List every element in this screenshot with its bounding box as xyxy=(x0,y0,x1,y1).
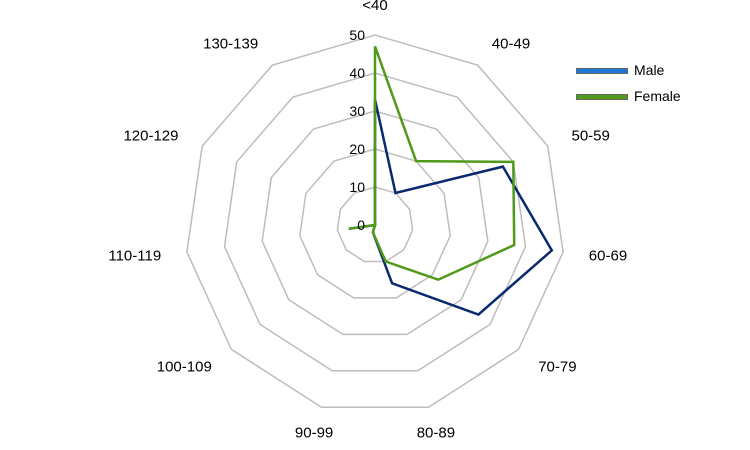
category-label-6: 90-99 xyxy=(295,424,333,441)
category-label-9: 120-129 xyxy=(123,127,178,144)
grid-ring-40 xyxy=(223,72,527,372)
radar-grid xyxy=(186,34,564,409)
radial-tick-labels: 0 10 20 30 40 50 xyxy=(349,27,365,233)
category-label-0: <40 xyxy=(362,0,387,14)
category-label-2: 50-59 xyxy=(572,127,610,144)
tick-label-40: 40 xyxy=(349,65,365,81)
tick-label-30: 30 xyxy=(349,103,365,119)
category-label-3: 60-69 xyxy=(589,248,627,265)
series-line-male xyxy=(348,99,554,317)
category-labels: <40 40-49 50-59 60-69 70-79 80-89 90-99 100-109… xyxy=(108,0,627,441)
series-line-female xyxy=(348,45,516,282)
category-label-7: 100-109 xyxy=(157,358,212,375)
grid-ring-10 xyxy=(336,186,414,263)
radar-series xyxy=(348,45,554,317)
grid-ring-20 xyxy=(299,148,451,299)
grid-ring-50 xyxy=(186,34,564,409)
tick-label-20: 20 xyxy=(349,141,365,157)
category-label-8: 110-119 xyxy=(108,248,161,265)
legend-label-male: Male xyxy=(634,62,665,78)
category-label-1: 40-49 xyxy=(492,35,530,52)
chart-legend: Male Female xyxy=(576,62,716,114)
tick-label-0: 0 xyxy=(357,217,365,233)
category-label-4: 70-79 xyxy=(538,358,576,375)
grid-ring-30 xyxy=(261,110,489,336)
legend-label-female: Female xyxy=(634,88,681,104)
tick-label-50: 50 xyxy=(349,27,365,43)
legend-item-male: Male xyxy=(576,62,716,88)
legend-item-female: Female xyxy=(576,88,716,114)
category-label-10: 130-139 xyxy=(203,35,258,52)
legend-swatch-female xyxy=(576,94,628,100)
category-label-5: 80-89 xyxy=(417,424,455,441)
legend-swatch-male xyxy=(576,68,628,74)
tick-label-10: 10 xyxy=(349,179,365,195)
